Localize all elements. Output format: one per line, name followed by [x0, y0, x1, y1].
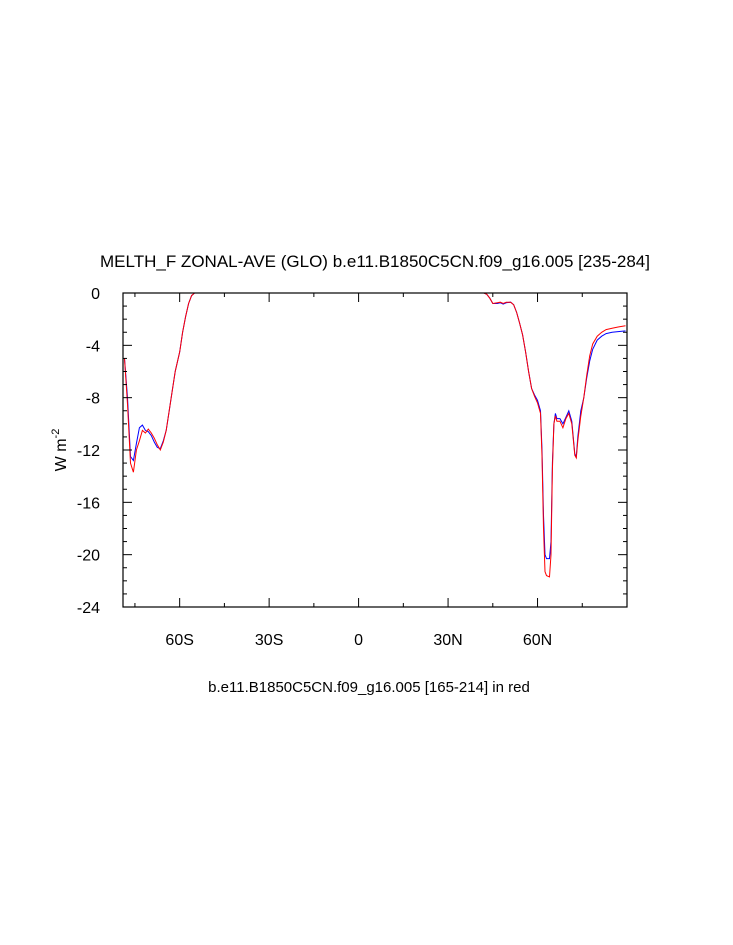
series-line-0: [124, 292, 626, 560]
y-axis-label-main: W m: [53, 438, 70, 471]
y-tick-label: -20: [77, 548, 100, 565]
series-line-1: [124, 292, 626, 578]
x-tick-label: 0: [354, 632, 363, 649]
chart-subtitle: b.e11.B1850C5CN.f09_g16.005 [165-214] in…: [208, 679, 530, 696]
plot-frame: [122, 292, 628, 608]
y-tick-label: -4: [86, 338, 100, 355]
chart-title: MELTH_F ZONAL-AVE (GLO) b.e11.B1850C5CN.…: [100, 252, 650, 271]
y-tick-label: -16: [77, 495, 100, 512]
x-tick-label: 30N: [433, 632, 462, 649]
x-tick-label: 60S: [165, 632, 193, 649]
y-axis-label: W m-2: [50, 429, 70, 472]
y-tick-label: -8: [86, 391, 100, 408]
y-axis-label-superscript: -2: [50, 429, 62, 439]
y-tick-label: 0: [91, 286, 100, 303]
x-tick-label: 30S: [255, 632, 283, 649]
y-tick-label: -12: [77, 443, 100, 460]
svg-text:W m-2: W m-2: [50, 429, 70, 472]
y-tick-label: -24: [77, 600, 100, 617]
x-tick-label: 60N: [523, 632, 552, 649]
